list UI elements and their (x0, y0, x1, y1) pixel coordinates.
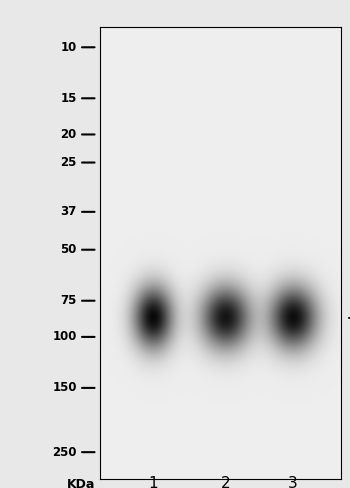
Text: 100: 100 (52, 330, 77, 344)
Text: KDa: KDa (66, 478, 95, 488)
Text: 250: 250 (52, 446, 77, 459)
Text: 25: 25 (61, 156, 77, 169)
Text: 1: 1 (148, 475, 158, 488)
Text: 75: 75 (61, 294, 77, 307)
Text: 37: 37 (61, 205, 77, 218)
Text: 150: 150 (52, 382, 77, 394)
Text: 2: 2 (220, 475, 230, 488)
Text: 10: 10 (61, 41, 77, 54)
Text: 15: 15 (61, 92, 77, 105)
Text: 50: 50 (61, 243, 77, 256)
Text: 3: 3 (288, 475, 298, 488)
Text: 20: 20 (61, 128, 77, 141)
